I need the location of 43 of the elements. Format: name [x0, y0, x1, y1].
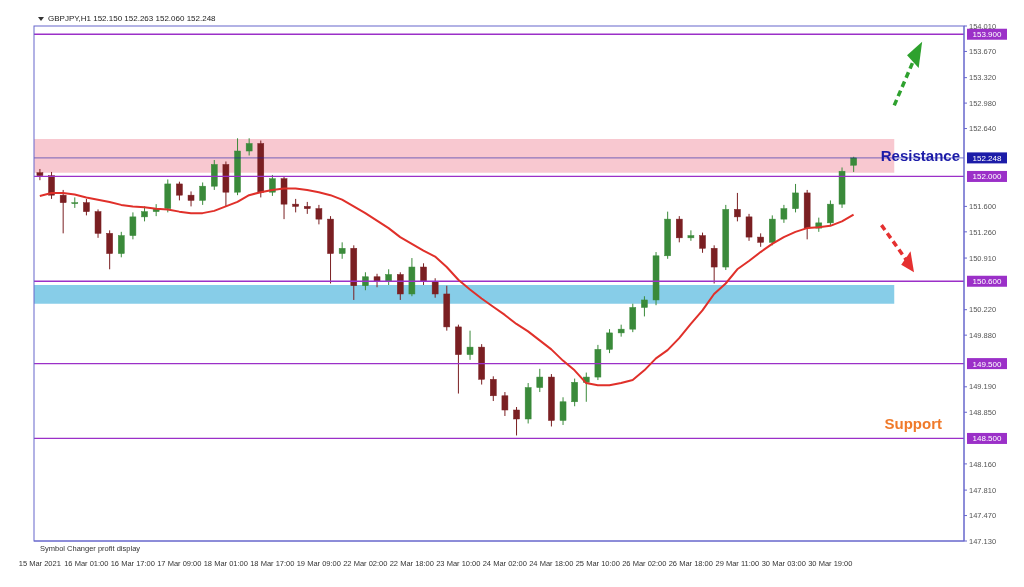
candlestick: [94, 208, 102, 239]
candlestick: [466, 330, 474, 361]
candlestick: [118, 231, 125, 258]
candlestick: [106, 229, 113, 270]
candlestick: [501, 391, 509, 417]
candlestick: [559, 396, 567, 426]
candlestick: [59, 189, 67, 234]
candlestick: [490, 375, 497, 402]
candlestick: [420, 262, 427, 286]
candlestick: [211, 159, 218, 191]
candlestick: [199, 181, 206, 206]
candlestick: [676, 215, 683, 243]
ref-line-label: 152.000: [972, 172, 1003, 182]
ref-line-label: 148.500: [972, 434, 1003, 444]
candlestick: [571, 378, 578, 407]
ref-line-label: 152.248: [972, 153, 1003, 163]
ref-line-label: 153.900: [972, 30, 1003, 40]
candlestick: [36, 168, 44, 181]
candlestick: [397, 271, 404, 301]
candlestick: [513, 406, 520, 436]
candlestick: [710, 244, 718, 284]
candlestick: [745, 213, 753, 242]
candlestick: [606, 328, 613, 354]
annotation: Support: [884, 415, 942, 433]
candlestick: [187, 190, 195, 207]
candlestick: [687, 229, 695, 242]
candlestick: [734, 192, 741, 222]
candlestick: [315, 204, 323, 225]
band-label: Resistance: [880, 146, 960, 164]
candlestick: [827, 199, 834, 227]
candlestick: [373, 273, 381, 288]
ref-line-label: 149.500: [972, 359, 1003, 369]
candlestick: [699, 232, 706, 254]
candlestick: [792, 183, 799, 213]
ref-line-label: 150.600: [972, 277, 1003, 287]
candlestick: [71, 196, 79, 209]
candlestick: [431, 277, 439, 299]
candlestick: [641, 295, 648, 317]
candlestick: [129, 211, 137, 240]
text: GBPJPY,H1 152.150 152.263 152.060 152.248: [48, 14, 217, 23]
candlestick: [176, 181, 183, 201]
candlestick: [536, 368, 544, 393]
candlestick: [629, 303, 637, 333]
